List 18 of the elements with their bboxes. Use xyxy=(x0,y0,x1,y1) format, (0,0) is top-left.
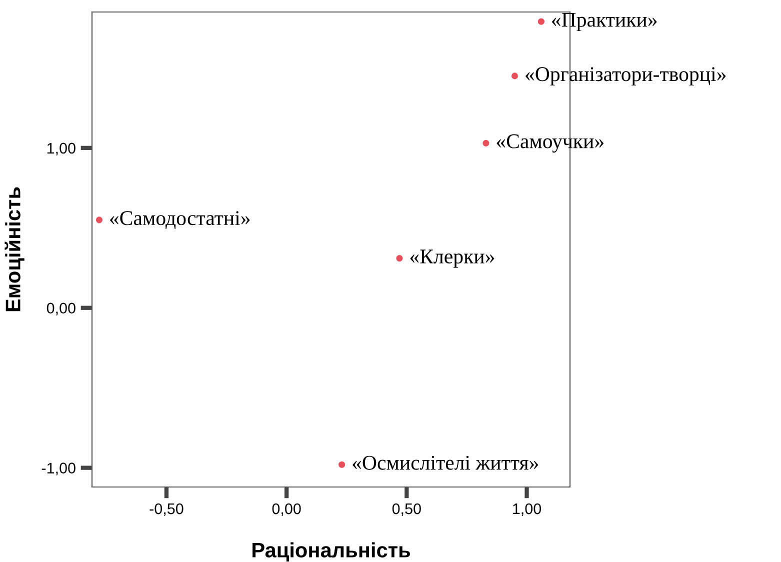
point xyxy=(96,216,102,224)
annotation: «Клерки» xyxy=(410,250,494,268)
y-tick-label: -1,00 xyxy=(42,462,76,476)
annotation: «Самодостатні» xyxy=(110,211,250,229)
point xyxy=(338,461,346,468)
x-tick-label: -0,50 xyxy=(150,503,184,516)
point xyxy=(396,255,403,262)
point xyxy=(511,72,518,80)
point xyxy=(482,140,490,146)
annotation: «Осмислітелі життя» xyxy=(352,456,538,470)
point xyxy=(538,18,544,25)
x-tick-label: 0,50 xyxy=(392,503,421,516)
x-axis-title: Раціональність xyxy=(252,542,410,562)
x-tick-label: 1,00 xyxy=(513,503,542,516)
y-tick-label: 1,00 xyxy=(47,142,76,156)
y-tick-label: 0,00 xyxy=(46,302,76,316)
y-axis-title: Емоційність xyxy=(4,187,24,312)
x-tick-label: 0,00 xyxy=(272,503,301,516)
